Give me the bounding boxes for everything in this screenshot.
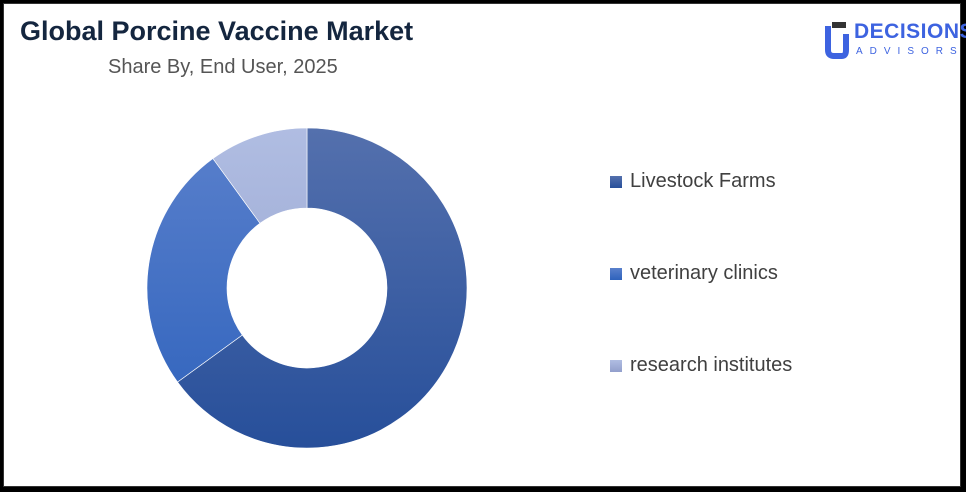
donut-slice-livestock-farms <box>177 127 468 449</box>
legend-label: research institutes <box>630 354 793 376</box>
logo-text-line2: ADVISORS <box>856 46 964 57</box>
legend-item: Livestock Farms <box>610 170 776 193</box>
legend-swatch <box>610 359 622 372</box>
legend-label: veterinary clinics <box>630 262 778 284</box>
legend-swatch <box>610 175 622 188</box>
chart-subtitle: Share By, End User, 2025 <box>108 56 338 78</box>
logo-mark-icon <box>825 22 849 59</box>
decisions-advisors-logo: DECISIONS ADVISORS <box>820 18 966 62</box>
legend-item: veterinary clinics <box>610 262 778 285</box>
legend-swatch <box>610 267 622 280</box>
legend-item: research institutes <box>610 354 792 377</box>
legend-label: Livestock Farms <box>630 170 776 192</box>
donut-slice-veterinary-clinics <box>146 158 261 383</box>
logo-text-line1: DECISIONS <box>854 20 966 43</box>
chart-title: Global Porcine Vaccine Market <box>20 16 414 46</box>
donut-slice-research-institutes <box>212 127 308 224</box>
